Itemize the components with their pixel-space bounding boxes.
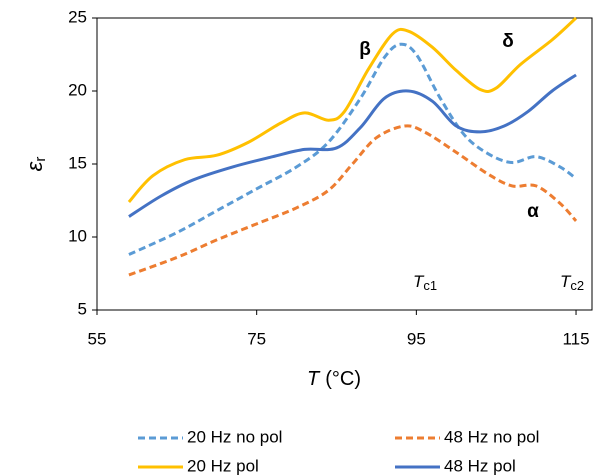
legend-label: 48 Hz pol xyxy=(444,456,516,475)
x-tick-label: 75 xyxy=(247,329,266,348)
y-label-sub: r xyxy=(32,157,49,162)
y-axis-label: εr xyxy=(22,157,49,172)
y-tick-label: 25 xyxy=(68,7,87,26)
x-label-var: T xyxy=(307,368,321,390)
annotation: δ xyxy=(502,31,514,52)
annotation: α xyxy=(527,201,539,222)
x-label-unit: (°C) xyxy=(325,368,361,390)
annotation: Tc2 xyxy=(560,272,584,293)
legend-label: 48 Hz no pol xyxy=(444,427,539,446)
series-line xyxy=(128,42,577,256)
annotation-var: T xyxy=(413,272,425,291)
y-label-var: ε xyxy=(22,161,47,171)
x-tick-label: 95 xyxy=(407,329,426,348)
series-line xyxy=(128,124,578,277)
y-tick-label: 10 xyxy=(68,226,87,245)
x-tick-label: 115 xyxy=(562,329,589,348)
annotation: Tc1 xyxy=(413,272,437,293)
annotation-sub: c1 xyxy=(423,278,437,293)
annotation-var: T xyxy=(560,272,572,291)
x-axis-label: T (°C) xyxy=(307,368,361,390)
legend-label: 20 Hz pol xyxy=(187,456,259,475)
y-tick-label: 5 xyxy=(78,299,87,318)
series-line xyxy=(127,16,578,203)
x-tick-label: 55 xyxy=(88,329,107,348)
y-tick-label: 15 xyxy=(68,153,87,172)
legend-label: 20 Hz no pol xyxy=(187,427,282,446)
series-line xyxy=(128,73,577,218)
annotation-sub: c2 xyxy=(570,278,584,293)
y-tick-label: 20 xyxy=(68,80,87,99)
annotation: β xyxy=(359,39,371,60)
